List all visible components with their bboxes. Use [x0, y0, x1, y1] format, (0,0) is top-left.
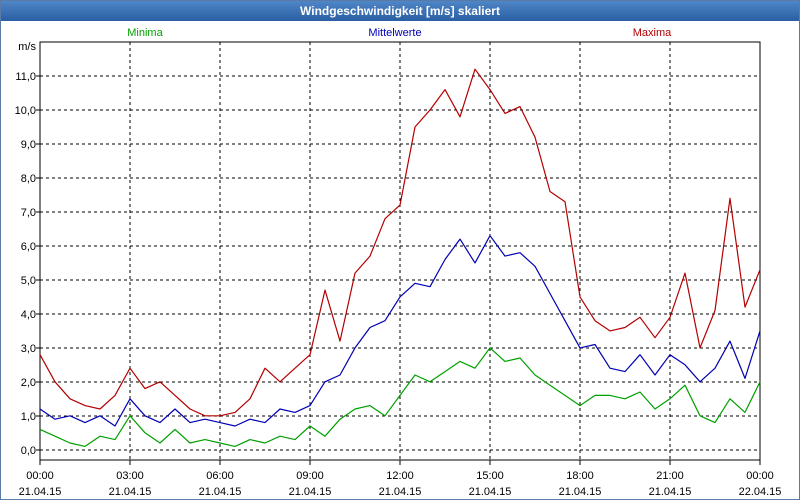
x-tick-date-label: 21.04.15	[289, 486, 332, 498]
legend-item-maxima: Maxima	[633, 27, 672, 39]
x-tick-date-label: 21.04.15	[199, 486, 242, 498]
y-tick-label: 0,0	[21, 445, 36, 457]
x-tick-date-label: 21.04.15	[469, 486, 512, 498]
series-line-minima	[39, 347, 761, 447]
y-tick-label: 10,0	[15, 105, 36, 117]
x-tick-time-label: 00:00	[26, 470, 54, 482]
y-tick-label: 2,0	[21, 377, 36, 389]
series-line-mittelwerte	[39, 235, 761, 427]
y-axis-label: m/s	[18, 41, 36, 53]
x-tick-time-label: 12:00	[386, 470, 414, 482]
y-tick-label: 3,0	[21, 343, 36, 355]
series-group	[39, 68, 761, 447]
y-tick-label: 4,0	[21, 309, 36, 321]
x-tick-date-label: 22.04.15	[739, 486, 782, 498]
y-tick-label: 5,0	[21, 275, 36, 287]
x-tick-time-label: 18:00	[566, 470, 594, 482]
x-tick-date-label: 21.04.15	[379, 486, 422, 498]
x-tick-date-label: 21.04.15	[649, 486, 692, 498]
x-tick-date-label: 21.04.15	[109, 486, 152, 498]
y-tick-label: 11,0	[15, 71, 36, 83]
window-title: Windgeschwindigkeit [m/s] skaliert	[1, 1, 799, 21]
y-tick-label: 9,0	[21, 139, 36, 151]
legend: Minima Mittelwerte Maxima	[127, 27, 672, 39]
x-tick-time-label: 06:00	[206, 470, 234, 482]
grid	[40, 42, 760, 460]
y-tick-label: 8,0	[21, 173, 36, 185]
x-tick-time-label: 03:00	[116, 470, 144, 482]
x-tick-date-label: 21.04.15	[559, 486, 602, 498]
x-tick-time-label: 09:00	[296, 470, 324, 482]
axes: 0,0 1,0 2,0 3,0 4,0 5,0 6,0 7,0 8,0 9,0 10,0 11,0 m/…	[15, 41, 782, 498]
y-tick-label: 7,0	[21, 207, 36, 219]
y-tick-label: 6,0	[21, 241, 36, 253]
x-tick-date-label: 21.04.15	[19, 486, 62, 498]
y-tick-label: 1,0	[21, 411, 36, 423]
legend-item-mittelwerte: Mittelwerte	[368, 27, 421, 39]
x-tick-time-label: 00:00	[746, 470, 774, 482]
legend-item-minima: Minima	[127, 27, 163, 39]
x-tick-time-label: 21:00	[656, 470, 684, 482]
x-tick-time-label: 15:00	[476, 470, 504, 482]
series-line-maxima	[39, 68, 761, 417]
